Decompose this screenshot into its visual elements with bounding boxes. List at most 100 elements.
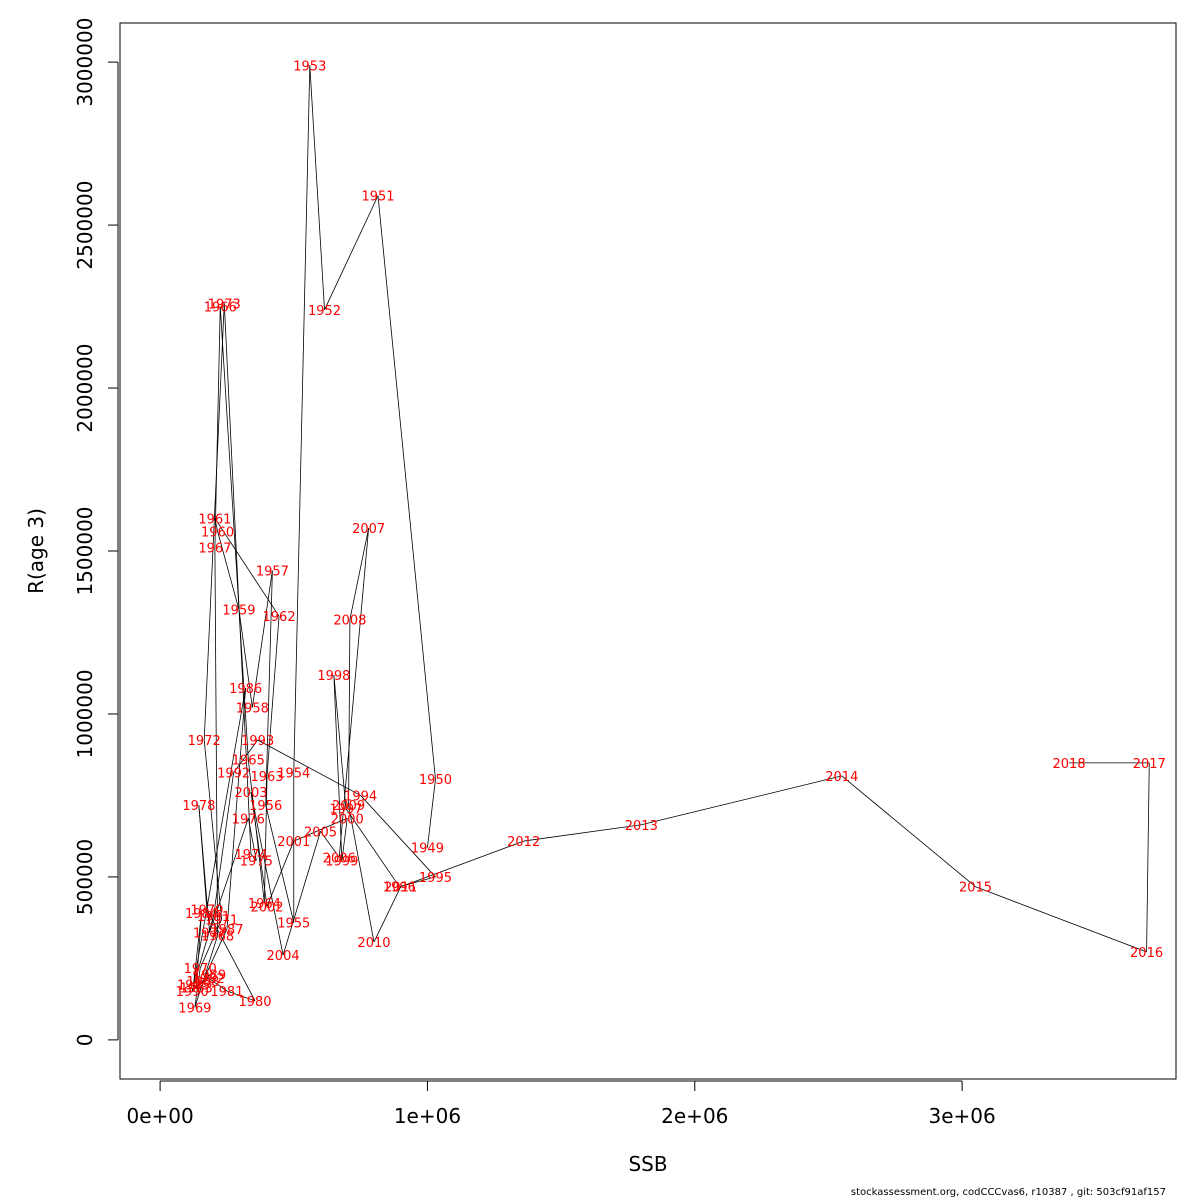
year-label-2005: 2005 — [304, 825, 337, 840]
year-label-1963: 1963 — [250, 770, 283, 785]
trajectory-segment — [214, 518, 280, 617]
year-label-1967: 1967 — [198, 542, 231, 557]
year-label-1994: 1994 — [344, 789, 377, 804]
year-label-1950: 1950 — [419, 773, 452, 788]
year-label-1961: 1961 — [198, 512, 231, 527]
year-label-1992: 1992 — [217, 767, 250, 782]
year-label-1996: 1996 — [383, 881, 416, 896]
trajectory-segment — [309, 65, 325, 310]
trajectory-segment — [226, 687, 247, 930]
trajectory-segment — [348, 805, 375, 943]
year-label-1956: 1956 — [249, 799, 282, 814]
trajectory-segment — [293, 817, 348, 842]
year-label-2010: 2010 — [357, 936, 390, 951]
trajectory-segment — [523, 824, 642, 842]
year-label-2009: 2009 — [332, 799, 365, 814]
year-label-1972: 1972 — [188, 734, 221, 749]
year-label-1951: 1951 — [361, 190, 394, 205]
trajectory-segment — [251, 570, 273, 708]
trajectory-segment — [214, 306, 221, 548]
year-label-1973: 1973 — [208, 297, 241, 312]
year-label-1959: 1959 — [222, 604, 255, 619]
year-label-1984: 1984 — [185, 907, 218, 922]
trajectory-segment — [233, 739, 259, 773]
footer-credit: stockassessment.org, codCCCvas6, r10387 … — [850, 1187, 1166, 1198]
year-label-1971: 1971 — [205, 913, 238, 928]
y-axis-title: R(age 3) — [24, 508, 48, 594]
trajectory-segment — [199, 919, 222, 969]
trajectory-segment — [198, 805, 208, 910]
trajectory-segment — [250, 792, 268, 907]
trajectory-segment — [195, 977, 209, 989]
trajectory-segment — [194, 935, 218, 1008]
trajectory-segment — [193, 687, 247, 985]
year-label-1978: 1978 — [182, 799, 215, 814]
year-label-1997: 1997 — [329, 802, 362, 817]
year-label-1974: 1974 — [234, 848, 267, 863]
x-tick-label: 2e+06 — [661, 1104, 728, 1128]
trajectory-segment — [191, 974, 210, 992]
year-label-2001: 2001 — [277, 835, 310, 850]
year-label-1968: 1968 — [201, 930, 234, 945]
year-label-1975: 1975 — [240, 855, 273, 870]
trajectory-segment — [373, 886, 402, 943]
trajectory-segment — [324, 195, 379, 310]
year-label-2008: 2008 — [333, 613, 366, 628]
year-label-2000: 2000 — [331, 812, 364, 827]
trajectory-segment — [191, 915, 214, 992]
trajectory-segment — [1146, 762, 1150, 952]
year-label-1995: 1995 — [419, 871, 452, 886]
trajectory-segment — [266, 616, 280, 776]
trajectory-segment — [238, 609, 253, 708]
year-label-1987: 1987 — [210, 923, 243, 938]
year-label-1990: 1990 — [176, 985, 209, 1000]
trajectory-segment — [203, 303, 225, 741]
trajectory-segment — [250, 853, 257, 861]
trajectory-segment — [841, 775, 976, 888]
trajectory-segment — [338, 528, 370, 858]
year-label-1999: 1999 — [325, 855, 358, 870]
year-label-2004: 2004 — [267, 949, 300, 964]
year-label-1969: 1969 — [178, 1001, 211, 1016]
y-tick-label: 2500000 — [73, 181, 97, 270]
year-label-1957: 1957 — [256, 565, 289, 580]
y-tick-label: 500000 — [73, 839, 97, 915]
trajectory-segment — [377, 195, 436, 780]
trajectory-segment — [193, 912, 202, 985]
trajectory-segment — [217, 531, 240, 610]
trajectory-segment — [219, 306, 249, 760]
trajectory-lines — [191, 65, 1150, 1008]
trajectory-segment — [257, 739, 361, 796]
year-label-1962: 1962 — [263, 610, 296, 625]
year-label-1989: 1989 — [193, 969, 226, 984]
trajectory-segment — [333, 674, 343, 861]
trajectory-segment — [975, 886, 1147, 953]
year-label-1952: 1952 — [308, 304, 341, 319]
trajectory-segment — [206, 909, 256, 1001]
x-tick-label: 1e+06 — [394, 1104, 461, 1128]
year-label-1981: 1981 — [210, 985, 243, 1000]
year-label-2014: 2014 — [825, 770, 858, 785]
year-label-1958: 1958 — [236, 701, 269, 716]
year-label-1980: 1980 — [238, 995, 271, 1010]
x-tick-label: 3e+06 — [929, 1104, 996, 1128]
trajectory-segment — [341, 818, 348, 861]
trajectory-segment — [345, 808, 400, 887]
trajectory-segment — [348, 619, 351, 806]
trajectory-segment — [349, 528, 370, 620]
year-label-1998: 1998 — [317, 669, 350, 684]
trajectory-segment — [641, 775, 842, 826]
trajectory-segment — [213, 772, 235, 917]
year-label-1966: 1966 — [204, 301, 237, 316]
year-label-1988: 1988 — [186, 975, 219, 990]
year-label-2007: 2007 — [352, 522, 385, 537]
year-label-1979: 1979 — [190, 904, 223, 919]
y-tick-label: 2000000 — [73, 343, 97, 432]
year-label-2012: 2012 — [507, 835, 540, 850]
trajectory-segment — [207, 977, 228, 992]
trajectory-segment — [320, 831, 340, 858]
trajectory-segment — [203, 739, 222, 920]
trajectory-segment — [250, 792, 284, 956]
y-tick-label: 1000000 — [73, 669, 97, 758]
